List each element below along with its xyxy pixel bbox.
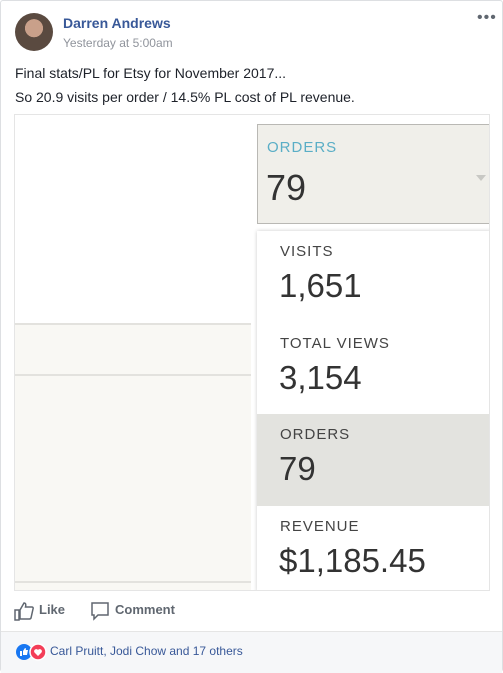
caret — [476, 175, 486, 181]
author-name[interactable]: Darren Andrews — [63, 15, 171, 31]
dropdown-label: ORDERS — [267, 139, 338, 156]
comment-button[interactable]: Comment — [115, 602, 175, 617]
stat-label: ORDERS — [280, 426, 351, 443]
stat-item: VISITS 1,651 — [257, 231, 489, 323]
stat-item: TOTAL VIEWS 3,154 — [257, 323, 489, 415]
dropdown: ORDERS 79 — [257, 124, 489, 224]
comment-icon — [91, 602, 109, 621]
stat-value: 1,651 — [279, 267, 362, 304]
avatar[interactable] — [15, 13, 53, 51]
stat-item: REVENUE $1,185.45 — [257, 506, 489, 591]
stat-value: 3,154 — [279, 358, 362, 396]
like-button[interactable]: Like — [39, 602, 66, 617]
stat-label: VISITS — [280, 243, 334, 260]
background-panel — [15, 325, 251, 590]
stats-list: VISITS 1,651 TOTAL VIEWS 3,154 ORDERS 79 REVEN… — [257, 231, 489, 591]
post-text: Final stats/PL for Etsy for November 201… — [15, 65, 287, 81]
divider — [15, 323, 251, 325]
stat-item: ORDERS 79 — [257, 414, 489, 506]
divider — [15, 374, 251, 376]
divider — [15, 581, 251, 583]
like-icon — [14, 602, 34, 621]
stat-label: REVENUE — [280, 517, 360, 535]
stat-value: $1,185.45 — [279, 541, 426, 579]
dropdown-value: 79 — [266, 167, 307, 208]
reactions-text[interactable]: Carl Pruitt, Jodi Chow and 17 others — [50, 644, 243, 658]
post-image[interactable]: ORDERS 79 VISITS 1,651 TOTAL VIEWS 3,154 ORD… — [14, 114, 490, 591]
post-text: So 20.9 visits per order / 14.5% PL cost… — [15, 89, 355, 105]
more-options[interactable]: ••• — [477, 9, 497, 26]
stat-value: 79 — [279, 450, 316, 487]
reaction-icons — [16, 643, 47, 661]
stat-label: TOTAL VIEWS — [280, 334, 390, 352]
timestamp[interactable]: Yesterday at 5:00am — [63, 36, 173, 50]
reactions-bar — [1, 631, 502, 673]
